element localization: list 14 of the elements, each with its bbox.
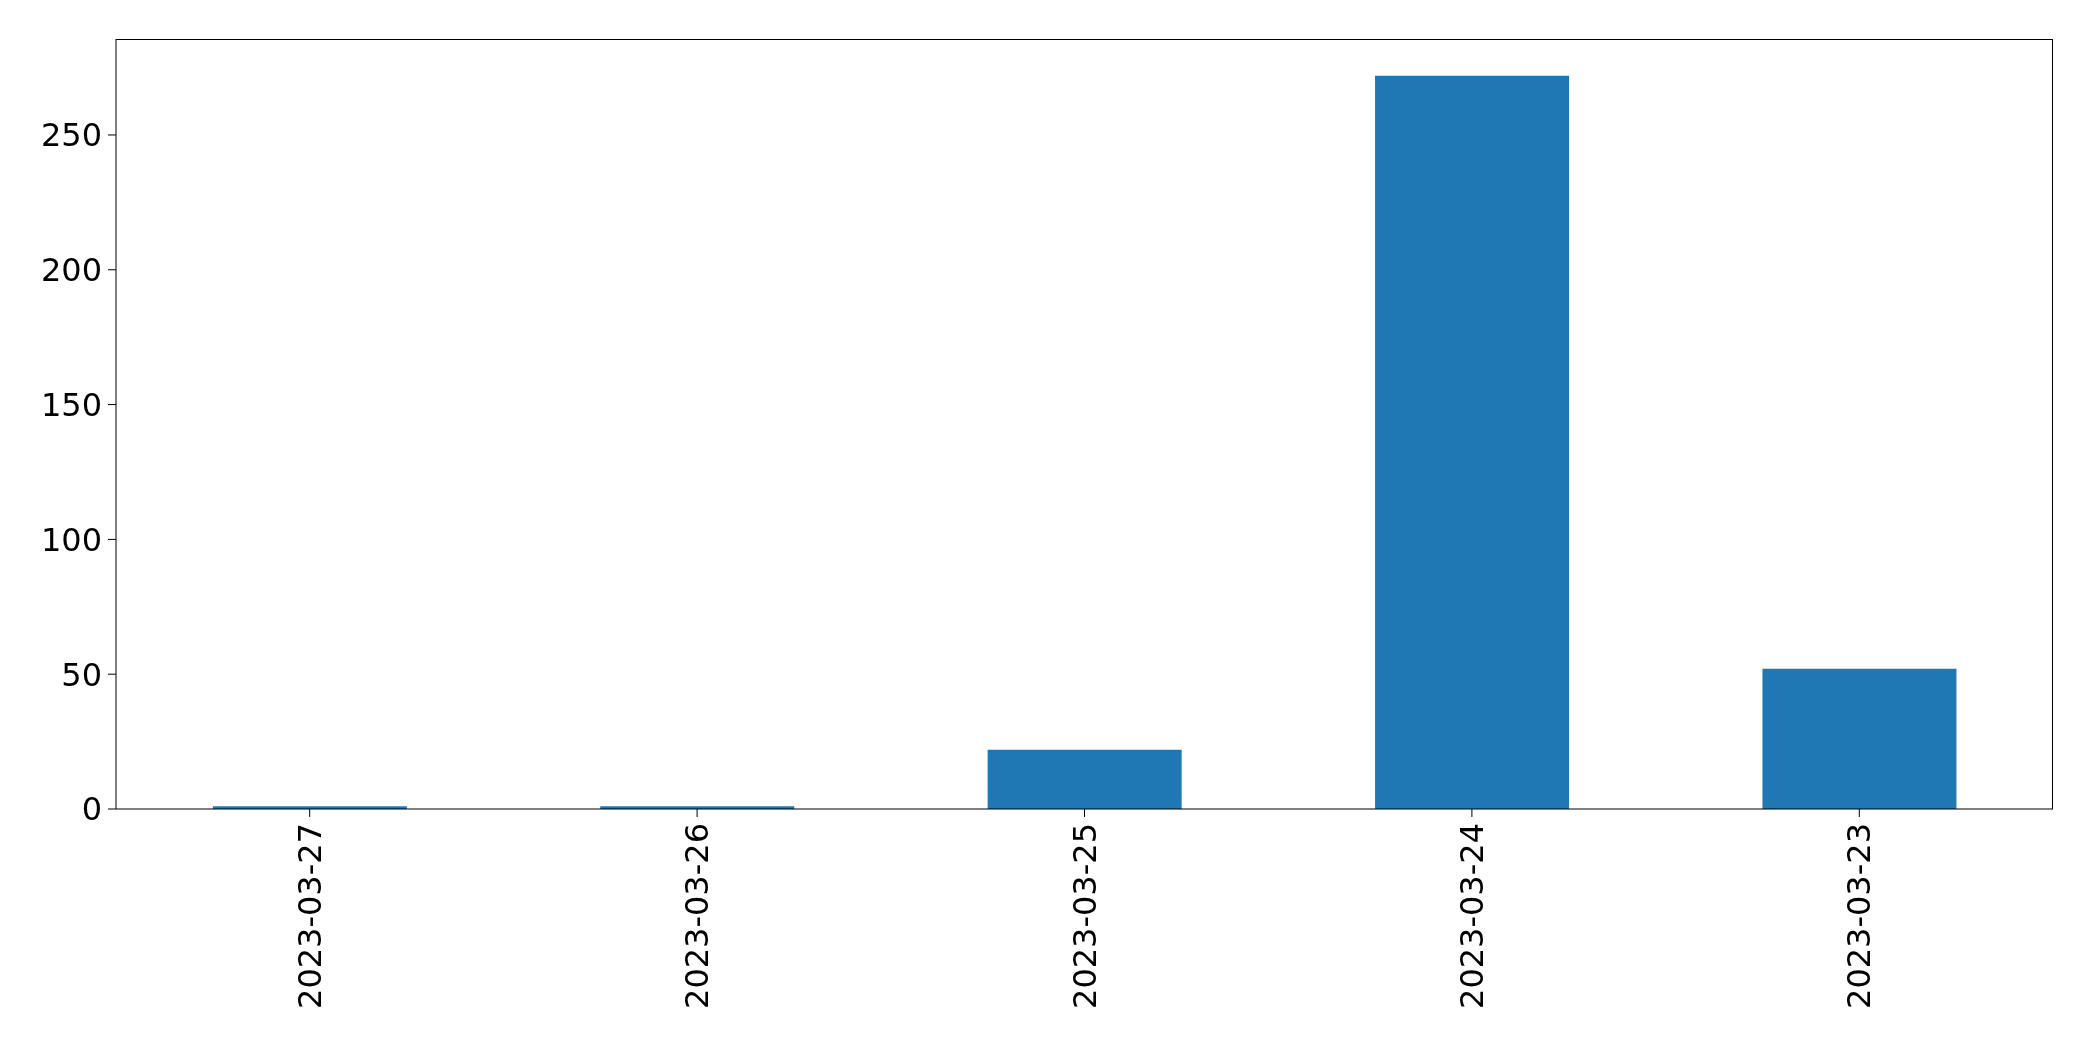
x-tick-label: 2023-03-26 — [678, 823, 717, 1009]
x-tick-label: 2023-03-23 — [1840, 823, 1879, 1009]
x-tick-label: 2023-03-25 — [1065, 823, 1104, 1009]
bar — [987, 749, 1182, 809]
y-tick-label: 200 — [40, 251, 102, 290]
y-tick-label: 100 — [40, 520, 102, 559]
x-tick-label: 2023-03-27 — [290, 823, 329, 1009]
x-tick-label: 2023-03-24 — [1453, 823, 1492, 1009]
y-tick-label: 50 — [61, 655, 102, 694]
bar — [1762, 668, 1957, 809]
y-tick-label: 0 — [81, 790, 102, 829]
bar — [1375, 75, 1570, 809]
y-tick-label: 250 — [40, 116, 102, 155]
y-tick-label: 150 — [40, 385, 102, 424]
